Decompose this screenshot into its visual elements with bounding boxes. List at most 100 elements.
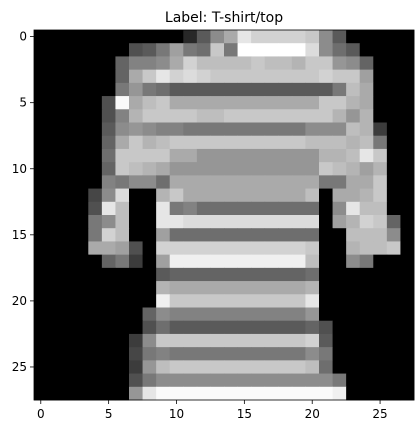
pixel-cell [305,109,320,123]
pixel-cell [61,109,76,123]
pixel-cell [47,122,62,137]
pixel-cell [278,43,293,57]
pixel-cell [291,56,306,71]
pixel-cell [373,69,388,84]
pixel-cell [251,175,266,189]
pixel-cell [359,386,374,401]
pixel-cell [34,281,48,295]
pixel-cell [74,56,89,71]
pixel-cell [88,360,103,374]
pixel-cell [264,148,279,163]
pixel-cell [61,43,76,57]
pixel-cell [129,241,143,256]
pixel-cell [196,241,211,256]
pixel-cell [47,373,62,388]
pixel-cell [305,294,320,308]
pixel-cell [129,82,143,97]
pixel-cell [359,43,374,57]
pixel-cell [305,333,320,348]
pixel-cell [169,162,184,176]
pixel-cell [129,201,143,216]
pixel-cell [210,109,225,123]
pixel-cell [332,148,347,163]
pixel-cell [359,347,374,361]
pixel-cell [291,148,306,163]
pixel-cell [183,109,198,123]
pixel-cell [183,135,198,150]
pixel-cell [386,294,401,308]
pixel-cell [115,281,130,295]
pixel-cell [264,294,279,308]
pixel-cell [319,307,333,322]
pixel-cell [224,320,238,335]
pixel-cell [291,294,306,308]
pixel-cell [101,360,116,374]
pixel-cell [278,333,293,348]
pixel-cell [346,30,361,44]
pixel-cell [251,69,266,84]
pixel-cell [278,82,293,97]
pixel-cell [74,228,89,242]
pixel-cell [156,360,171,374]
pixel-cell [319,96,333,110]
pixel-cell [129,281,143,295]
pixel-cell [210,267,225,282]
pixel-cell [156,30,171,44]
pixel-cell [237,228,252,242]
pixel-cell [196,320,211,335]
pixel-cell [88,320,103,335]
pixel-cell [47,43,62,57]
pixel-cell [332,30,347,44]
pixel-cell [88,281,103,295]
pixel-cell [400,175,415,189]
pixel-cell [332,333,347,348]
pixel-cell [359,30,374,44]
pixel-cell [156,56,171,71]
pixel-cell [156,307,171,322]
pixel-cell [332,294,347,308]
pixel-cell [346,148,361,163]
pixel-cell [400,320,415,335]
pixel-cell [319,175,333,189]
pixel-cell [319,56,333,71]
pixel-cell [264,307,279,322]
pixel-cell [142,360,157,374]
pixel-cell [196,175,211,189]
pixel-cell [359,215,374,229]
pixel-cell [210,281,225,295]
pixel-cell [169,373,184,388]
pixel-cell [359,188,374,203]
pixel-cell [142,307,157,322]
pixel-cell [346,188,361,203]
pixel-cell [88,188,103,203]
pixel-cell [210,241,225,256]
pixel-cell [319,188,333,203]
pixel-cell [359,241,374,256]
pixel-cell [88,307,103,322]
pixel-cell [386,307,401,322]
pixel-cell [88,254,103,269]
pixel-cell [278,201,293,216]
pixel-cell [237,281,252,295]
pixel-cell [47,307,62,322]
pixel-cell [196,109,211,123]
pixel-cell [196,135,211,150]
pixel-cell [101,386,116,401]
pixel-cell [346,360,361,374]
pixel-cell [183,254,198,269]
pixel-cell [224,109,238,123]
pixel-cell [34,215,48,229]
pixel-cell [346,267,361,282]
pixel-cell [319,201,333,216]
pixel-cell [346,122,361,137]
pixel-cell [373,241,388,256]
pixel-cell [156,333,171,348]
pixel-cell [386,135,401,150]
pixel-cell [224,69,238,84]
pixel-cell [319,347,333,361]
pixel-cell [34,162,48,176]
pixel-cell [74,333,89,348]
pixel-cell [156,254,171,269]
pixel-cell [129,373,143,388]
pixel-cell [183,122,198,137]
